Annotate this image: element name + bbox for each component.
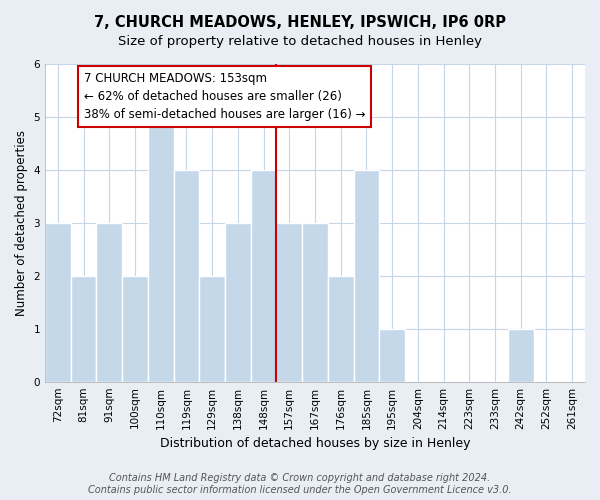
Bar bbox=[148, 117, 173, 382]
Bar bbox=[353, 170, 379, 382]
Text: 7 CHURCH MEADOWS: 153sqm
← 62% of detached houses are smaller (26)
38% of semi-d: 7 CHURCH MEADOWS: 153sqm ← 62% of detach… bbox=[83, 72, 365, 121]
Bar bbox=[302, 223, 328, 382]
Text: Size of property relative to detached houses in Henley: Size of property relative to detached ho… bbox=[118, 35, 482, 48]
Bar bbox=[199, 276, 225, 382]
Bar bbox=[508, 328, 533, 382]
X-axis label: Distribution of detached houses by size in Henley: Distribution of detached houses by size … bbox=[160, 437, 470, 450]
Bar bbox=[379, 328, 405, 382]
Bar bbox=[251, 170, 277, 382]
Text: 7, CHURCH MEADOWS, HENLEY, IPSWICH, IP6 0RP: 7, CHURCH MEADOWS, HENLEY, IPSWICH, IP6 … bbox=[94, 15, 506, 30]
Bar bbox=[45, 223, 71, 382]
Bar bbox=[122, 276, 148, 382]
Bar bbox=[173, 170, 199, 382]
Bar bbox=[71, 276, 97, 382]
Text: Contains HM Land Registry data © Crown copyright and database right 2024.
Contai: Contains HM Land Registry data © Crown c… bbox=[88, 474, 512, 495]
Bar bbox=[277, 223, 302, 382]
Bar bbox=[97, 223, 122, 382]
Bar bbox=[328, 276, 353, 382]
Bar bbox=[225, 223, 251, 382]
Y-axis label: Number of detached properties: Number of detached properties bbox=[15, 130, 28, 316]
